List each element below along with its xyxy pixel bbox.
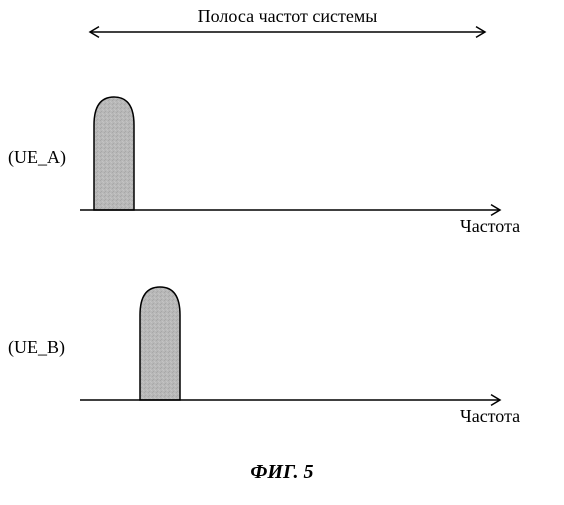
plot-ue-b: [80, 287, 500, 405]
band-ue-b: [140, 287, 180, 400]
band-ue-a: [94, 97, 134, 210]
ue-b-label: (UE_B): [8, 337, 65, 358]
ue-a-label: (UE_A): [8, 147, 66, 168]
figure-svg: Полоса частот системы (UE_A) Частота (UE…: [0, 0, 564, 500]
system-bandwidth-arrow: [90, 27, 485, 38]
x-axis-label-ue-a: Частота: [460, 216, 520, 236]
plot-ue-a: [80, 97, 500, 215]
system-bandwidth-label: Полоса частот системы: [198, 6, 378, 26]
figure-container: Полоса частот системы (UE_A) Частота (UE…: [0, 0, 564, 500]
figure-caption: ФИГ. 5: [250, 461, 313, 483]
x-axis-label-ue-b: Частота: [460, 406, 520, 426]
